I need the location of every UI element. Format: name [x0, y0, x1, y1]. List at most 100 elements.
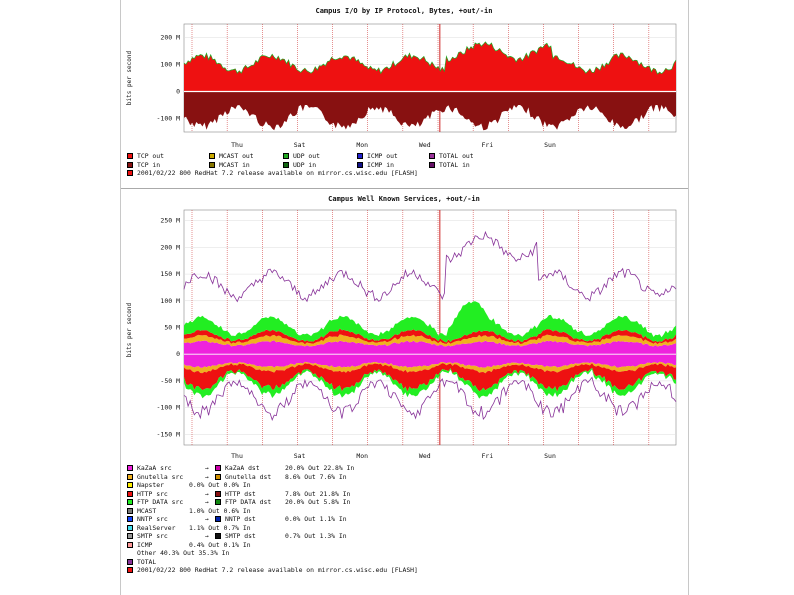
protocol-chart: Campus I/O by IP Protocol, Bytes, +out/-… — [126, 7, 677, 149]
total-in-line — [183, 376, 677, 421]
y-axis-label: bits per second — [126, 303, 133, 358]
legend-label: TCP out — [137, 152, 164, 160]
legend-label: SMTP src — [137, 532, 168, 540]
footer-note: 2001/02/22 800 RedHat 7.2 release availa… — [137, 566, 418, 574]
x-tick-label: Thu — [231, 141, 243, 149]
udp-in-swatch — [283, 161, 289, 168]
legend-label: FTP DATA dst — [225, 498, 272, 506]
legend-stats: 7.8% Out 21.8% In — [285, 489, 351, 498]
legend-label: ICMP in — [367, 160, 394, 169]
y-tick-label: 50 M — [164, 324, 180, 332]
legend-swatch — [127, 524, 133, 531]
icmp-in-swatch — [357, 161, 363, 168]
legend-label: TOTAL out — [439, 152, 474, 160]
legend-label: HTTP dst — [225, 489, 256, 498]
legend-label: MCAST in — [219, 160, 250, 169]
legend-label: TOTAL in — [439, 160, 470, 169]
event-swatch — [127, 567, 133, 573]
y-tick-label: 200 M — [160, 243, 180, 251]
legend-stats: 1.1% Out 0.7% In — [189, 523, 251, 532]
legend-label: ICMP — [137, 540, 153, 549]
legend-swatch — [215, 516, 221, 522]
legend-stats: 20.0% Out 22.8% In — [285, 464, 355, 472]
legend-label: UDP in — [293, 160, 317, 169]
legend-label: KaZaA src — [137, 464, 172, 472]
legend-label: Gnutella dst — [225, 472, 272, 481]
y-tick-label: 100 M — [160, 61, 180, 69]
kazaa-out-area — [184, 340, 676, 355]
legend-swatch — [127, 507, 133, 514]
x-tick-label: Fri — [482, 452, 494, 460]
arrow-icon: → — [205, 532, 209, 540]
y-tick-label: 100 M — [160, 297, 180, 305]
legend-label: ICMP out — [367, 152, 398, 160]
legend-label: NNTP src — [137, 515, 168, 523]
legend-stats: 0.7% Out 1.3% In — [285, 532, 347, 540]
legend-label: Other 40.3% Out 35.3% In — [137, 549, 230, 557]
legend-stats: 0.4% Out 0.1% In — [189, 540, 251, 549]
legend-label: NNTP dst — [225, 515, 256, 523]
legend-label: TOTAL — [137, 557, 157, 566]
x-tick-label: Thu — [231, 452, 243, 460]
legend-label: FTP DATA src — [137, 498, 184, 506]
ftp-in-area — [184, 367, 676, 399]
x-tick-label: Sun — [544, 452, 556, 460]
x-tick-label: Mon — [356, 141, 368, 149]
chart-title: Campus I/O by IP Protocol, Bytes, +out/-… — [315, 7, 492, 15]
x-tick-label: Sat — [294, 141, 306, 149]
arrow-icon: → — [205, 489, 209, 498]
arrow-icon: → — [205, 464, 209, 472]
legend-stats: 0.0% Out 1.1% In — [285, 515, 347, 523]
legend-label: TCP in — [137, 160, 161, 169]
gnutella-in-area — [184, 361, 676, 374]
legend-label: RealServer — [137, 523, 176, 532]
mcast-out-swatch — [209, 153, 215, 159]
chart-title: Campus Well Known Services, +out/-in — [328, 195, 480, 203]
x-tick-label: Sat — [294, 452, 306, 460]
arrow-icon: → — [205, 515, 209, 523]
legend-label: Napster — [137, 481, 164, 489]
x-tick-label: Fri — [482, 141, 494, 149]
http-out-area — [184, 328, 676, 345]
legend-swatch — [215, 465, 221, 471]
y-tick-label: -100 M — [157, 115, 181, 123]
legend-swatch — [127, 533, 133, 539]
arrow-icon: → — [205, 472, 209, 481]
y-tick-label: -150 M — [157, 430, 181, 438]
udp-out-swatch — [283, 153, 289, 159]
legend-swatch — [215, 499, 221, 505]
legend-label: HTTP src — [137, 489, 168, 498]
legend-swatch — [127, 482, 133, 488]
mcast-in-swatch — [209, 161, 215, 168]
tcp-out-swatch — [127, 153, 133, 159]
ftp-out-area — [184, 301, 676, 343]
y-tick-label: 0 — [176, 350, 180, 358]
y-tick-label: -100 M — [157, 404, 181, 412]
legend-swatch — [127, 499, 133, 505]
legend-label: MCAST — [137, 506, 157, 515]
legend-label: SMTP dst — [225, 532, 256, 540]
legend-swatch — [215, 473, 221, 480]
y-tick-label: 250 M — [160, 217, 180, 225]
tcp-in-swatch — [127, 161, 133, 168]
total-out-line — [183, 230, 677, 303]
legend-label: MCAST out — [219, 152, 254, 160]
arrow-icon: → — [205, 498, 209, 506]
legend-label: KaZaA dst — [225, 464, 260, 472]
x-tick-label: Wed — [419, 141, 431, 149]
total-in-swatch — [429, 161, 435, 168]
legend-stats: 20.0% Out 5.8% In — [285, 498, 351, 506]
y-tick-label: -50 M — [160, 377, 180, 385]
x-tick-label: Mon — [356, 452, 368, 460]
graph-panel: Campus I/O by IP Protocol, Bytes, +out/-… — [120, 0, 689, 595]
legend-label: UDP out — [293, 152, 320, 160]
tcp-in-area — [184, 91, 676, 131]
y-axis-label: bits per second — [126, 51, 133, 106]
services-chart: Campus Well Known Services, +out/-in bits… — [126, 195, 677, 460]
icmp-out-swatch — [357, 153, 363, 159]
tcp-out-area — [184, 41, 676, 92]
y-tick-label: 150 M — [160, 270, 180, 278]
y-tick-label: 0 — [176, 88, 180, 96]
kazaa-in-area — [184, 354, 676, 368]
udp-out-line — [183, 41, 677, 75]
